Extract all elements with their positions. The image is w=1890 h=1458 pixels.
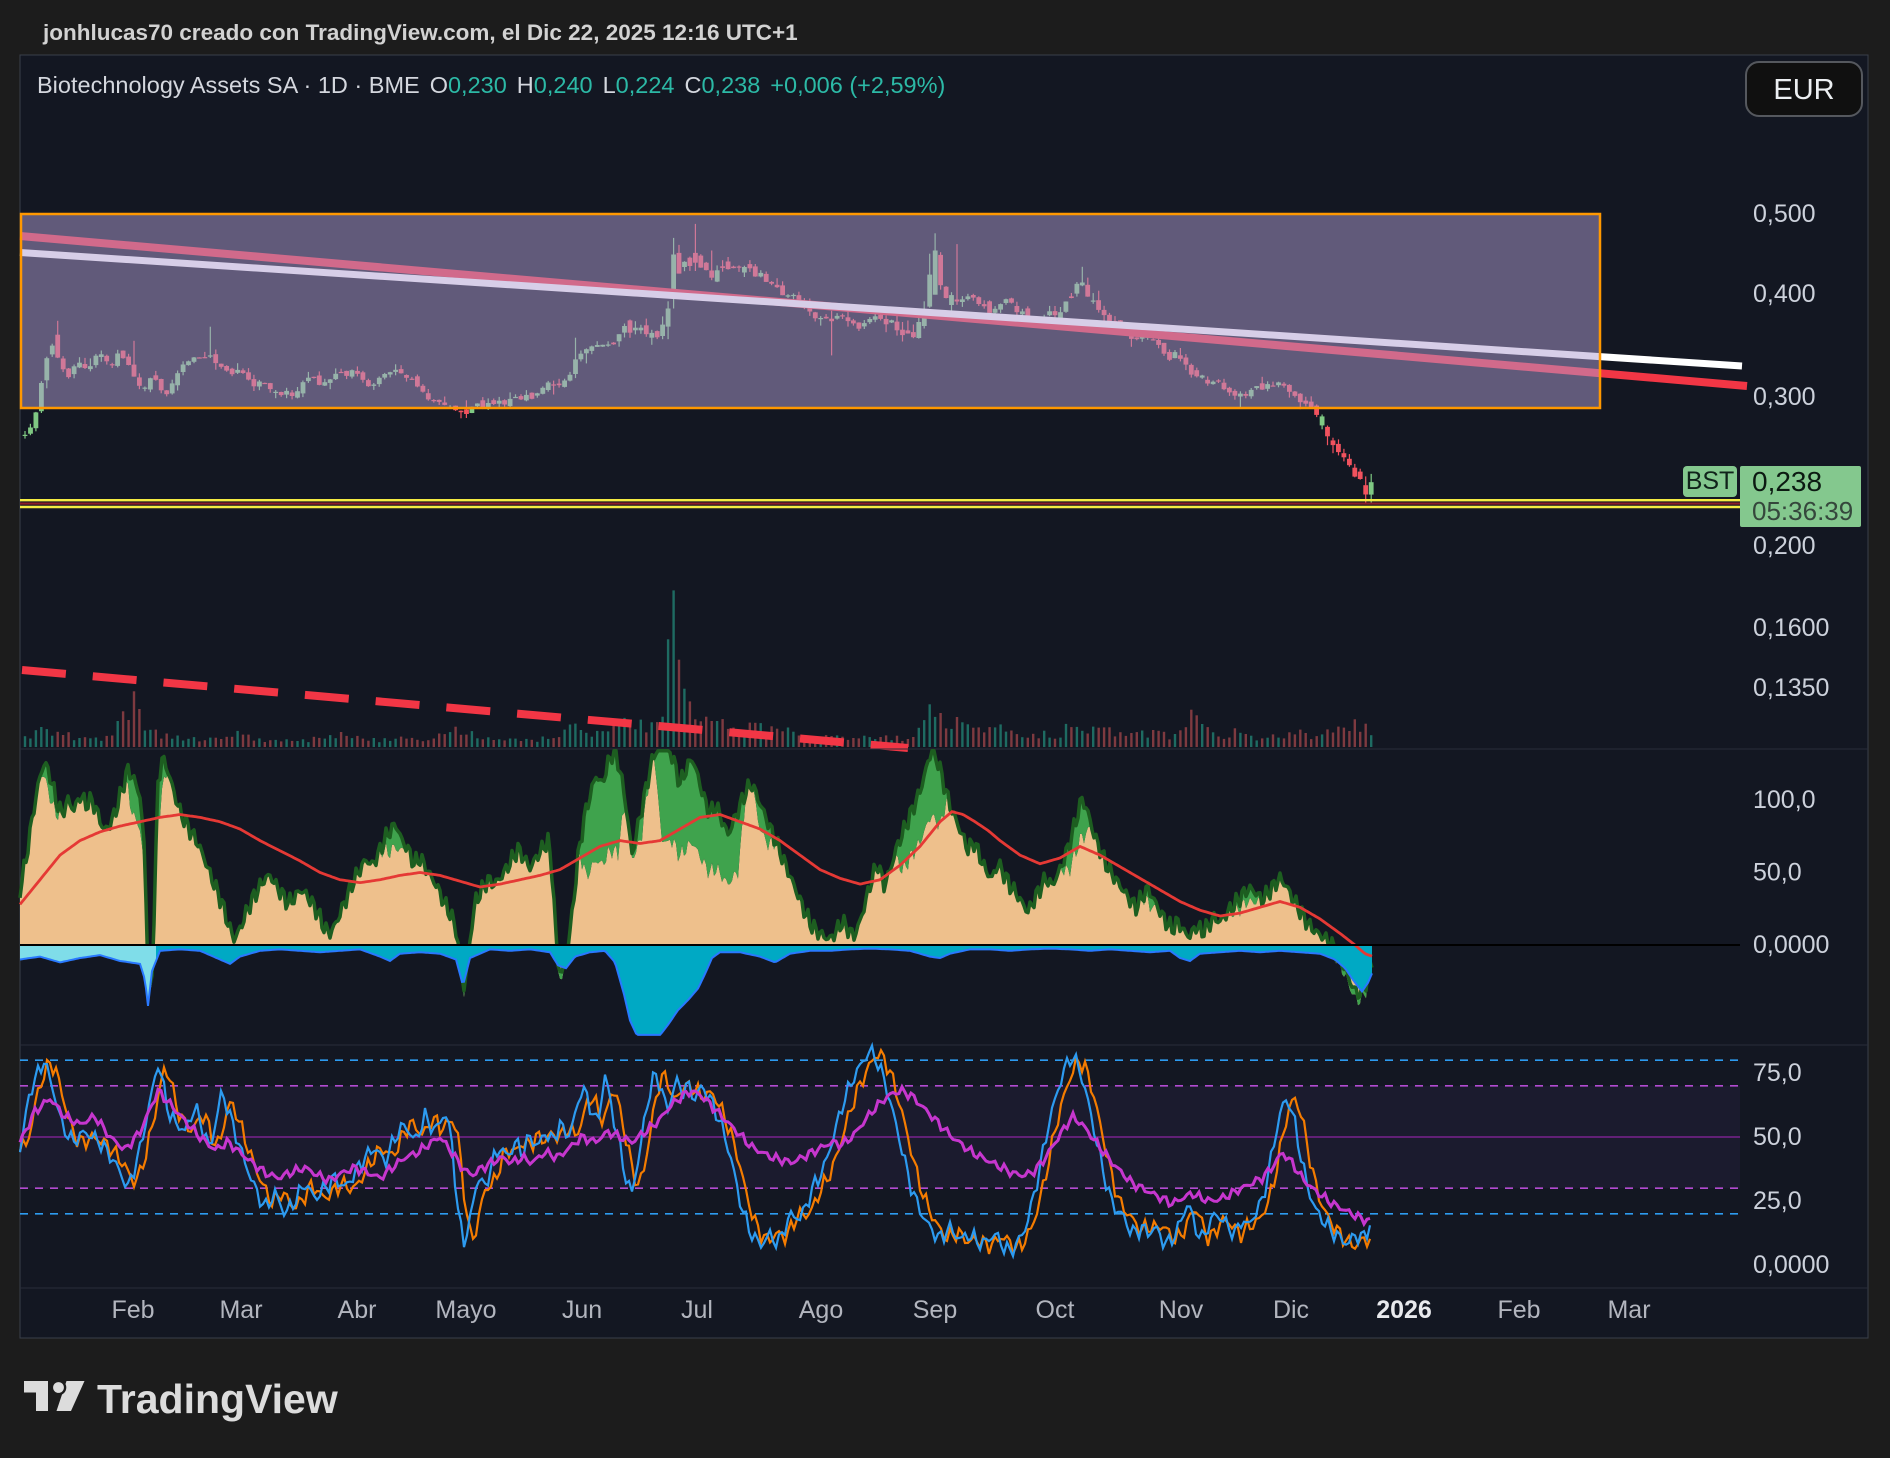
- svg-text:Jul: Jul: [681, 1296, 713, 1324]
- svg-text:50,0: 50,0: [1753, 1123, 1802, 1151]
- svg-text:Jun: Jun: [562, 1296, 602, 1324]
- svg-text:Dic: Dic: [1273, 1296, 1309, 1324]
- svg-text:75,0: 75,0: [1753, 1059, 1802, 1087]
- svg-text:05:36:39: 05:36:39: [1752, 496, 1853, 526]
- svg-text:Biotechnology Assets SA · 1D ·: Biotechnology Assets SA · 1D · BME O0,230…: [37, 72, 945, 98]
- svg-text:0,1600: 0,1600: [1753, 614, 1829, 642]
- svg-text:25,0: 25,0: [1753, 1187, 1802, 1215]
- svg-text:Sep: Sep: [913, 1296, 957, 1324]
- svg-text:Feb: Feb: [1497, 1296, 1540, 1324]
- svg-text:Oct: Oct: [1036, 1296, 1075, 1324]
- svg-text:100,0: 100,0: [1753, 786, 1816, 814]
- svg-text:EUR: EUR: [1773, 74, 1834, 106]
- svg-text:jonhlucas70 creado con Trading: jonhlucas70 creado con TradingView.com, …: [42, 20, 798, 45]
- svg-text:0,300: 0,300: [1753, 383, 1816, 411]
- svg-text:Feb: Feb: [111, 1296, 154, 1324]
- svg-text:2026: 2026: [1376, 1296, 1432, 1324]
- svg-text:0,1350: 0,1350: [1753, 674, 1829, 702]
- svg-text:50,0: 50,0: [1753, 859, 1802, 887]
- svg-text:TradingView: TradingView: [97, 1376, 338, 1422]
- svg-text:0,400: 0,400: [1753, 280, 1816, 308]
- svg-text:BST: BST: [1686, 467, 1735, 495]
- svg-text:0,0000: 0,0000: [1753, 931, 1829, 959]
- svg-text:Abr: Abr: [338, 1296, 377, 1324]
- svg-text:Ago: Ago: [799, 1296, 843, 1324]
- svg-text:Mar: Mar: [1607, 1296, 1650, 1324]
- svg-text:0,500: 0,500: [1753, 200, 1816, 228]
- svg-text:0,200: 0,200: [1753, 532, 1816, 560]
- svg-text:Mayo: Mayo: [435, 1296, 496, 1324]
- svg-text:0,238: 0,238: [1752, 466, 1822, 497]
- svg-text:0,0000: 0,0000: [1753, 1251, 1829, 1279]
- svg-text:Nov: Nov: [1159, 1296, 1204, 1324]
- svg-text:Mar: Mar: [219, 1296, 262, 1324]
